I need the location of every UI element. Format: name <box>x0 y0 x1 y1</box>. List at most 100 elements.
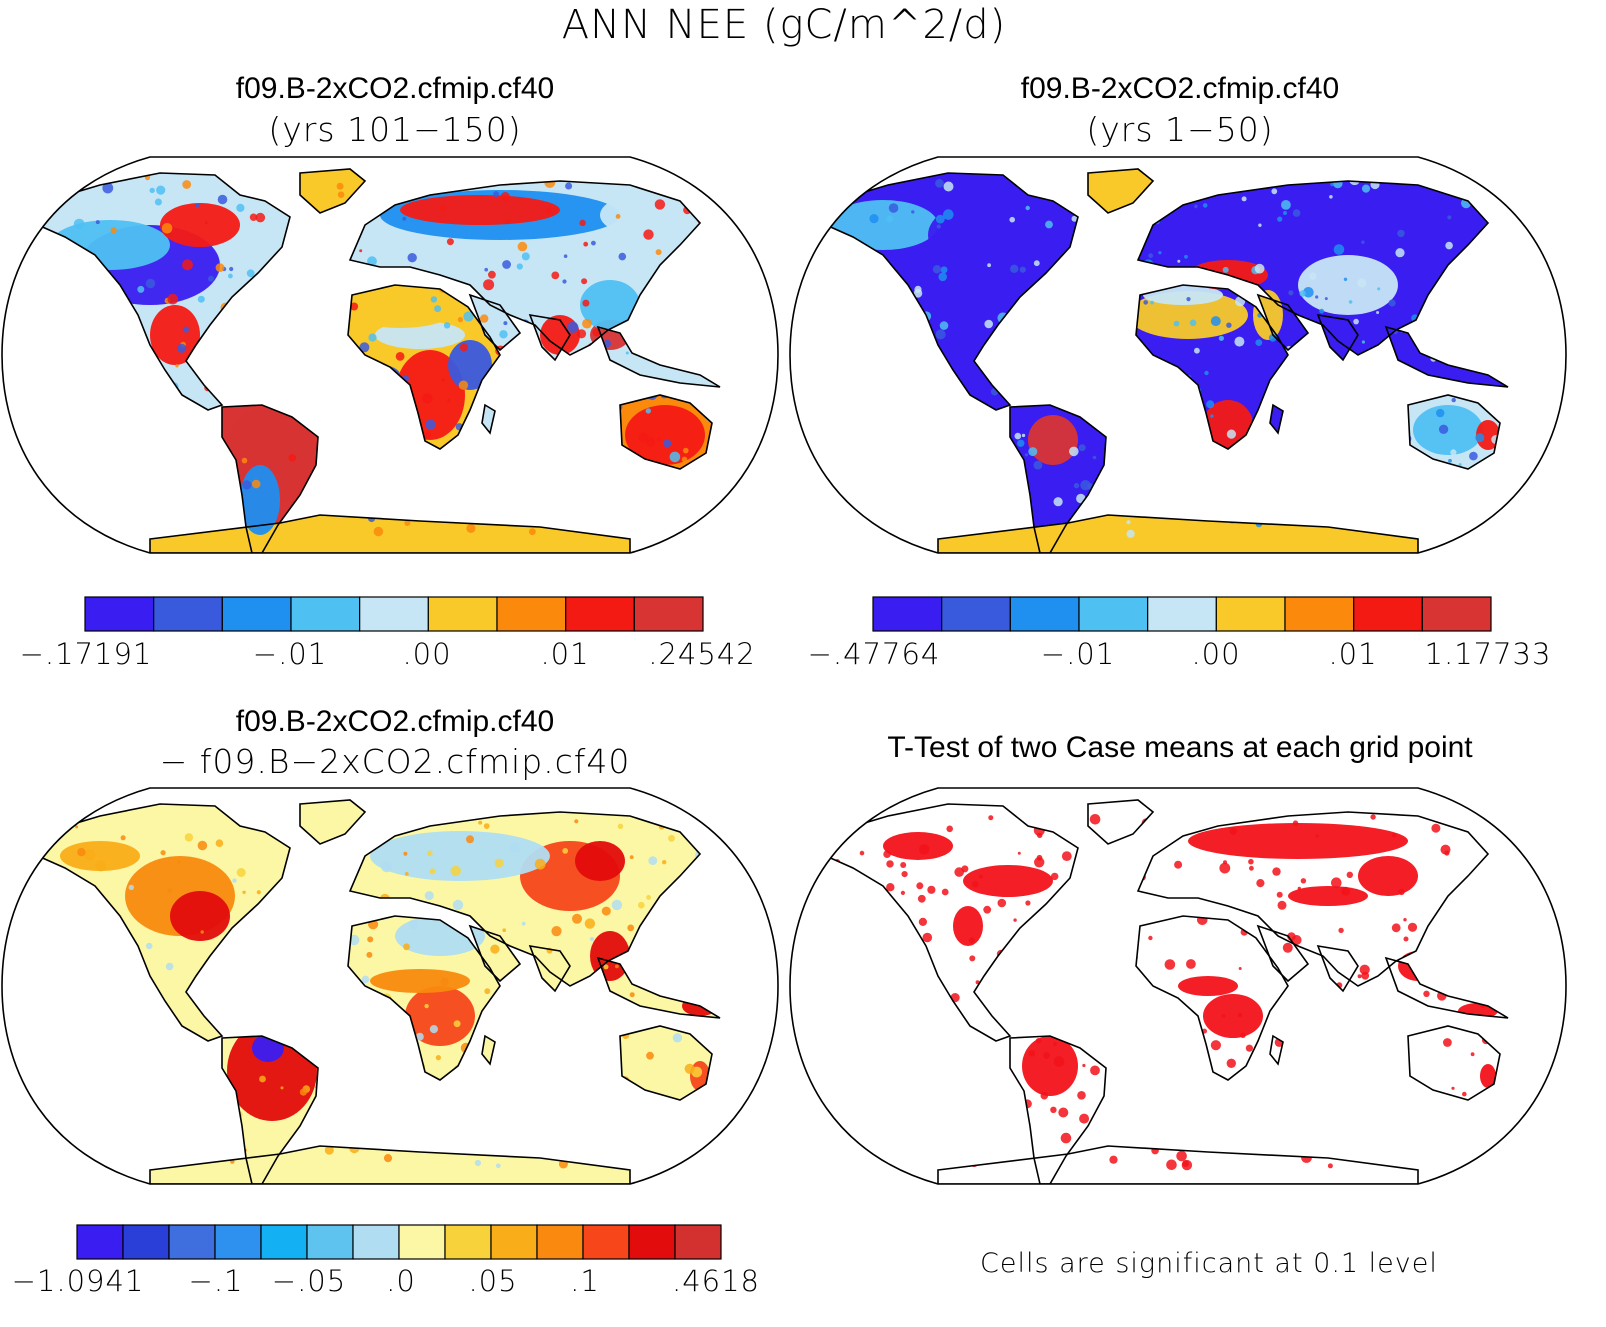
p2-field-speck <box>1454 273 1464 284</box>
p4-field-speck <box>1302 996 1311 1005</box>
p1-field-speck <box>38 370 41 381</box>
p1-cb-swatch <box>290 596 361 632</box>
p1-coastline <box>347 284 501 450</box>
p2-field-speck <box>1186 297 1191 302</box>
p3-field-speck <box>42 1027 53 1037</box>
p1-field-speck <box>582 318 592 329</box>
p4-field-speck <box>1017 851 1021 855</box>
p4-field-speck <box>1035 1038 1042 1044</box>
p2-field-speck <box>886 215 894 223</box>
p2-field-speck <box>943 209 954 220</box>
p1-field-speck <box>197 295 205 303</box>
p2-cb-swatch <box>872 596 943 632</box>
p2-field-speck <box>1156 491 1165 500</box>
p2-field-speck <box>1389 406 1398 415</box>
p2-field-speck <box>1005 339 1014 348</box>
p1-field-speck <box>643 229 654 240</box>
p4-field-speck <box>1109 1155 1118 1164</box>
p2-field-speck <box>1226 322 1232 328</box>
p4-field-speck <box>1090 1065 1100 1076</box>
p1-field-speck <box>89 361 96 367</box>
p3-field-speck <box>398 808 405 814</box>
p1-field-speck <box>395 492 400 497</box>
p2-field-speck <box>1021 433 1026 438</box>
p1-field-speck <box>473 467 480 475</box>
p1-field-speck <box>324 327 328 331</box>
p1-field-speck <box>359 342 370 353</box>
p4-field-speck <box>1098 866 1103 872</box>
p4-field-speck <box>1238 967 1242 970</box>
p3-field-speck <box>531 1072 540 1081</box>
p4-field-speck <box>1299 982 1310 993</box>
p2-field-speck <box>1173 184 1184 195</box>
p1-field-speck <box>38 186 45 196</box>
p1-field-speck <box>78 452 85 459</box>
p2-field-speck <box>1392 484 1400 493</box>
p4-field-speck <box>1451 1086 1455 1090</box>
p4-field-speck <box>1166 1159 1177 1171</box>
p3-coastline <box>299 799 367 845</box>
p2-coastline <box>1269 403 1284 435</box>
p1-field-speck <box>328 436 335 444</box>
p2-greenland <box>1088 169 1153 213</box>
p1-field-speck <box>663 439 672 448</box>
p1-field-speck <box>414 181 421 188</box>
p4-field-speck <box>839 1024 845 1030</box>
p2-field-speck <box>1048 174 1057 182</box>
p1-field-patch <box>50 220 170 270</box>
p1-field-patch <box>360 365 400 385</box>
p4-field-speck <box>900 890 905 895</box>
p3-field-speck <box>695 804 703 812</box>
p4-field-speck <box>1470 1052 1475 1057</box>
p2-cb-swatch <box>1215 596 1286 632</box>
p1-field-speck <box>106 367 115 375</box>
p1-field-speck <box>120 412 131 424</box>
p2-field-speck <box>1001 486 1011 497</box>
p4-field-speck <box>1040 1091 1049 1100</box>
p1-field-speck <box>439 205 446 212</box>
p1-field-speck <box>645 408 651 414</box>
p1-field-speck <box>351 199 358 206</box>
p4-field-speck <box>862 912 873 922</box>
p3-field-speck <box>120 835 126 841</box>
p4-field-speck <box>1468 817 1473 822</box>
p2-field-speck <box>861 335 871 345</box>
p3-field-speck <box>354 895 363 905</box>
p2-field-speck <box>1298 362 1306 370</box>
p1-field-speck <box>129 463 139 472</box>
p3-field-speck <box>104 1053 114 1064</box>
p4-field-speck <box>851 921 860 930</box>
p3-field-speck <box>204 1076 210 1081</box>
p4-field-patch <box>1358 856 1418 896</box>
p1-field-speck <box>389 469 396 476</box>
p3-coastline <box>37 803 291 1042</box>
p4-field-speck <box>883 850 891 858</box>
p3-field-speck <box>628 1137 636 1145</box>
panel-1-cb-label: .01 <box>540 637 590 671</box>
p1-field-speck <box>165 421 174 431</box>
p1-field-speck <box>217 194 228 205</box>
p3-field-speck <box>648 856 658 865</box>
p2-field-patch <box>828 200 938 250</box>
p3-border <box>1 787 779 1185</box>
p4-field-patch <box>1188 823 1408 859</box>
p2-cb-swatch <box>1421 596 1492 632</box>
p2-field-speck <box>1194 204 1198 209</box>
p3-field-speck <box>208 1154 213 1159</box>
p1-coastline <box>221 404 319 553</box>
p4-field-speck <box>1061 851 1072 861</box>
p1-field-speck <box>708 455 719 466</box>
p3-field-speck <box>82 915 93 927</box>
p4-field-speck <box>1469 1114 1474 1119</box>
p3-field-speck <box>352 1033 356 1038</box>
p1-field-speck <box>457 317 463 323</box>
p2-field-speck <box>1254 263 1265 274</box>
p1-field-speck <box>147 412 155 420</box>
p1-field-speck <box>583 241 589 247</box>
p1-field-speck <box>268 174 275 181</box>
p1-field-speck <box>378 418 383 423</box>
p2-field-speck <box>1349 174 1361 186</box>
p3-cb-swatch <box>168 1224 216 1260</box>
p1-field-speck <box>522 470 528 476</box>
p4-field-speck <box>1180 820 1187 828</box>
